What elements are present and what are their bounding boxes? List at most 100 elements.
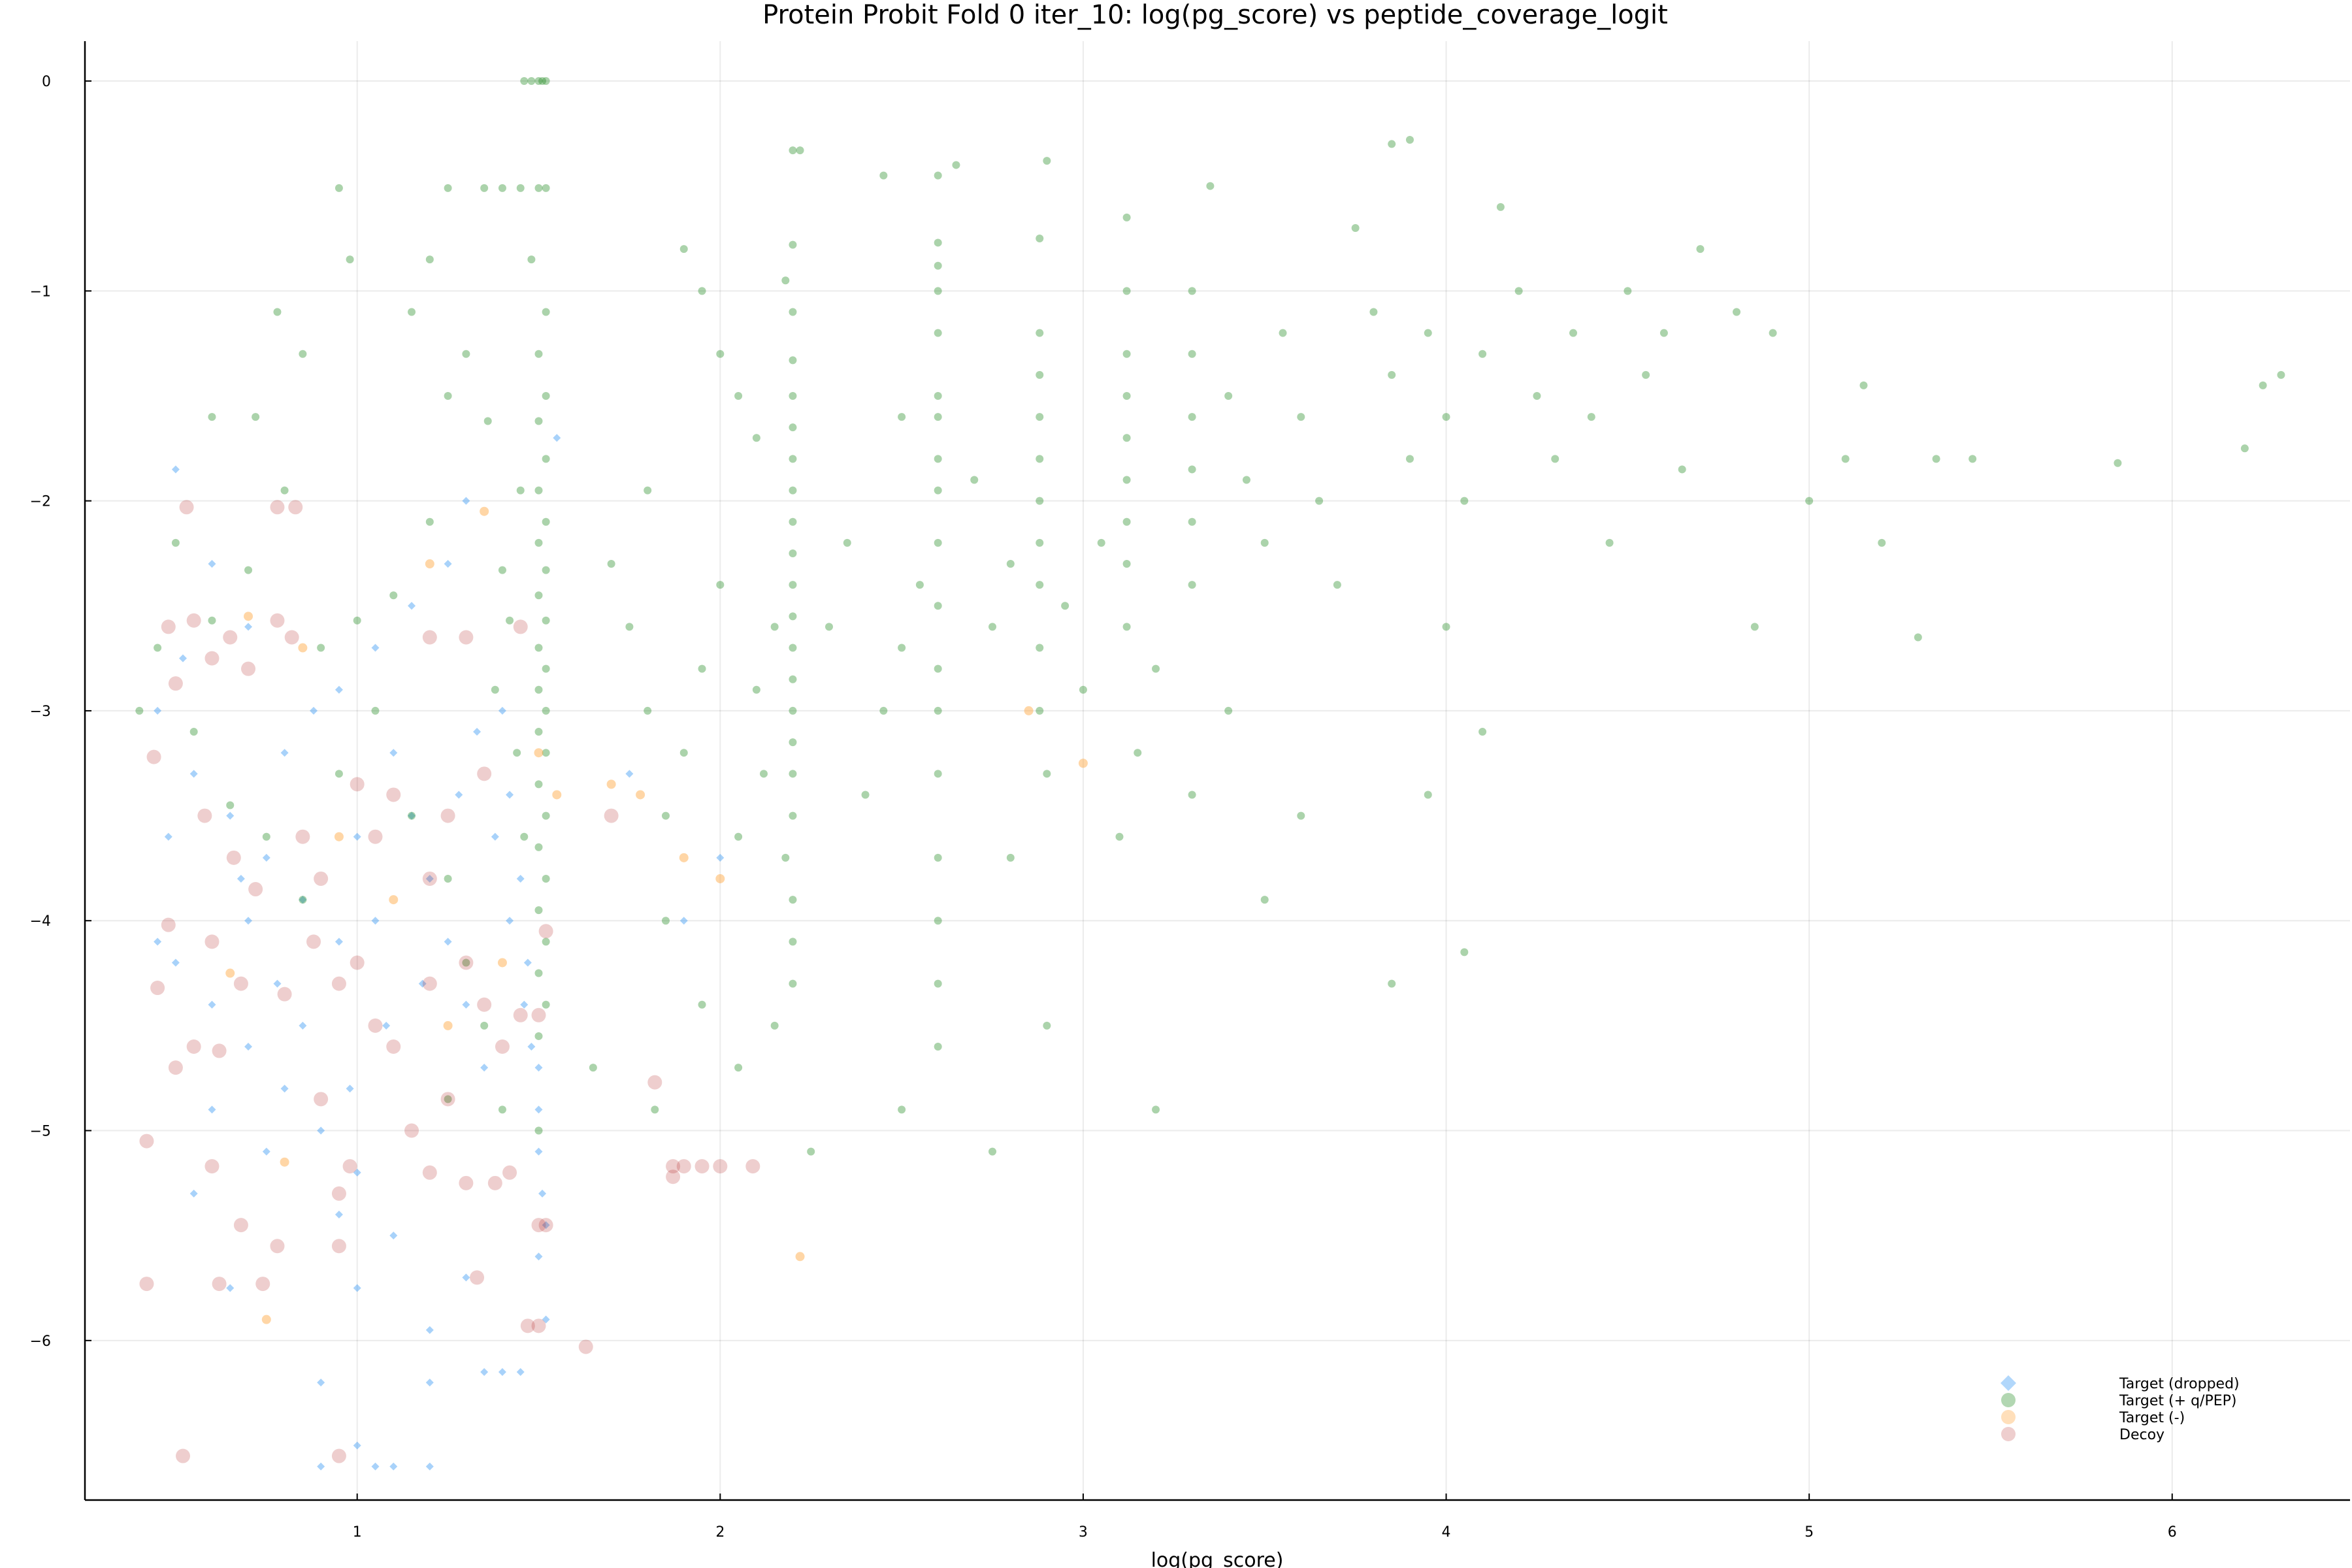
data-point (1152, 1105, 1160, 1114)
x-tick-label: 1 (353, 1524, 362, 1541)
data-point (534, 748, 544, 758)
data-point (462, 958, 470, 967)
data-point (295, 829, 310, 844)
data-point (480, 184, 489, 192)
data-point (440, 808, 455, 823)
data-point-diamond (226, 1284, 235, 1292)
data-point (647, 1075, 662, 1090)
data-point (520, 77, 529, 86)
data-point (934, 329, 942, 337)
data-point (2277, 370, 2285, 379)
data-point (386, 787, 401, 802)
data-point (1036, 644, 1044, 652)
data-point (542, 455, 550, 463)
data-point (1224, 706, 1233, 715)
data-point (404, 1123, 419, 1138)
data-point (168, 1060, 183, 1075)
data-point-diamond (280, 1085, 289, 1093)
data-point-diamond (353, 832, 361, 841)
data-point (1122, 391, 1131, 400)
axis-ticks: 1 2 3 4 5 6 0 −1 −2 −3 −4 −5 −6 (30, 74, 2177, 1541)
data-point (1696, 245, 1705, 253)
data-point (789, 581, 797, 589)
data-point-diamond (480, 1064, 489, 1072)
data-point (607, 560, 615, 568)
data-point (314, 1092, 329, 1107)
data-point (483, 417, 492, 425)
data-point-diamond (335, 938, 343, 946)
data-point (1659, 329, 1668, 337)
legend-label: Target (dropped) (2119, 1376, 2240, 1392)
data-point (1478, 350, 1487, 358)
data-point-diamond (164, 832, 172, 841)
data-point (233, 976, 248, 991)
legend-item: Target (dropped) (2001, 1375, 2240, 1392)
data-point (425, 255, 434, 264)
data-point (226, 850, 241, 865)
data-point (520, 1318, 535, 1333)
data-point (1043, 157, 1051, 165)
data-point (988, 623, 997, 631)
data-point (879, 171, 888, 180)
data-point-diamond (280, 749, 289, 757)
data-point (498, 566, 506, 574)
data-point (1605, 538, 1614, 547)
data-point (244, 566, 253, 574)
data-point (444, 1095, 452, 1103)
data-point (527, 255, 536, 264)
data-point (440, 1092, 455, 1107)
data-point (915, 581, 924, 589)
data-point (716, 350, 725, 358)
data-point (176, 1448, 191, 1463)
data-point-diamond (527, 1043, 536, 1051)
data-point-diamond (716, 853, 725, 862)
data-point (444, 391, 452, 400)
data-point (759, 770, 768, 778)
data-point (331, 1186, 346, 1201)
data-point (1260, 896, 1269, 904)
data-point (698, 664, 706, 673)
data-point-diamond (179, 654, 188, 662)
data-point (480, 1021, 489, 1030)
data-point (534, 591, 543, 600)
data-point (534, 1032, 543, 1040)
data-point-diamond (273, 979, 282, 988)
data-point (1968, 455, 1977, 463)
data-point (2240, 444, 2249, 453)
data-point (262, 832, 270, 841)
data-point (208, 413, 216, 421)
data-point (470, 1270, 485, 1285)
data-point (542, 811, 550, 820)
data-point (934, 287, 942, 295)
data-point (825, 623, 833, 631)
data-point (241, 661, 256, 676)
data-point-diamond (473, 728, 482, 736)
data-point (542, 184, 550, 192)
data-point (1006, 560, 1015, 568)
data-point (1036, 706, 1044, 715)
data-point (879, 706, 888, 715)
data-point (422, 871, 437, 886)
data-point (1841, 455, 1850, 463)
data-point (1624, 287, 1632, 295)
data-point (284, 630, 299, 645)
data-point (1043, 770, 1051, 778)
data-point-diamond (208, 560, 216, 568)
data-point (1460, 948, 1469, 956)
legend-item: Decoy (2001, 1427, 2164, 1443)
data-point (425, 559, 434, 569)
data-point (542, 616, 550, 625)
data-point (270, 613, 285, 628)
data-point (1036, 497, 1044, 505)
data-point (1478, 728, 1487, 736)
data-points (135, 77, 2285, 1471)
data-point (212, 1277, 227, 1292)
data-point (538, 77, 547, 86)
data-point (1242, 476, 1250, 484)
y-tick-label: −4 (30, 913, 51, 930)
data-point-diamond (542, 1315, 550, 1324)
grid (85, 41, 2350, 1500)
data-point (789, 644, 797, 652)
data-point (694, 1159, 710, 1174)
data-point (934, 979, 942, 988)
